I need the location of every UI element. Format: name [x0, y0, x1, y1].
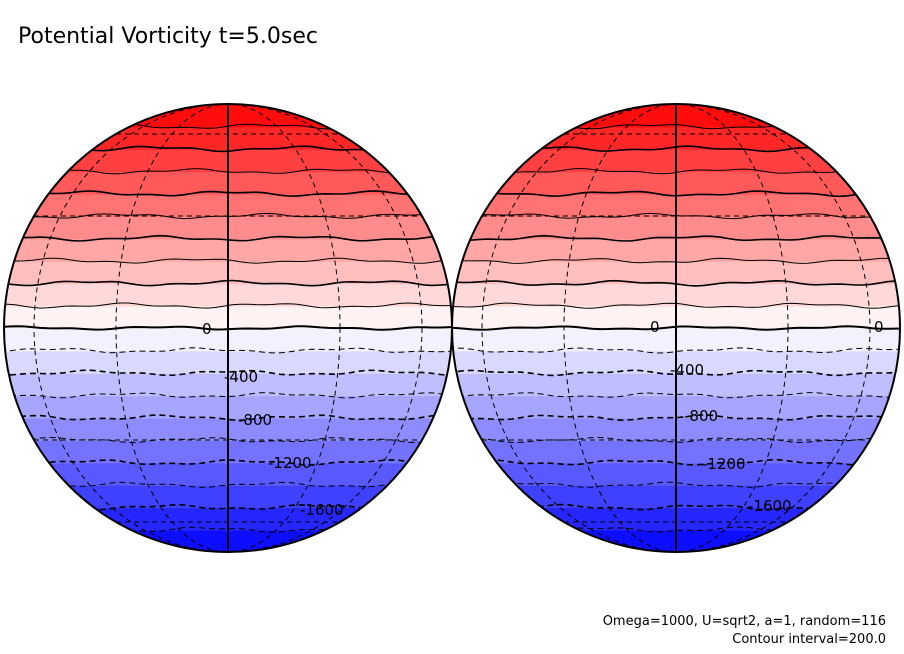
left-contour-line: [4, 392, 452, 399]
right-contour-line: [452, 414, 900, 422]
left-contour-labels: 0 -400 -800 -1200 -1600: [202, 320, 344, 519]
left-contour-line: [4, 459, 452, 466]
right-contour-line: [452, 458, 900, 466]
left-contour-line: [4, 481, 452, 488]
right-label-0-edge: 0: [874, 318, 884, 336]
right-contour-line: [452, 369, 900, 377]
parameters-note: Omega=1000, U=sqrt2, a=1, random=116: [602, 614, 886, 629]
right-globe-outline: [451, 103, 901, 553]
left-hemisphere: 0 -400 -800 -1200 -1600: [3, 103, 453, 553]
right-meridian: [563, 104, 789, 552]
right-contour-labels: 0 0 -400 -800 -1200 -1600: [650, 318, 884, 515]
plot-title: Potential Vorticity t=5.0sec: [18, 24, 318, 49]
left-label-1600: -1600: [300, 501, 344, 519]
left-meridian: [33, 104, 423, 552]
left-label-800: -800: [238, 411, 272, 429]
right-label-1200: -1200: [702, 455, 746, 473]
right-label-400: -400: [670, 361, 704, 379]
right-meridian: [481, 104, 871, 552]
right-label-0: 0: [650, 318, 660, 336]
right-contour-line: [452, 347, 900, 354]
left-label-400: -400: [224, 368, 258, 386]
right-label-800: -800: [684, 407, 718, 425]
left-contour-line: [4, 347, 452, 354]
left-contour-line: [4, 436, 452, 444]
right-contour-line: [452, 392, 900, 399]
left-color-bands: [4, 104, 452, 552]
left-contour-line: [4, 414, 452, 422]
left-label-0: 0: [202, 320, 212, 338]
right-label-1600: -1600: [748, 497, 792, 515]
left-meridian: [115, 104, 341, 552]
right-contour-line: [452, 481, 900, 488]
left-label-1200: -1200: [268, 454, 312, 472]
contour-interval-note: Contour interval=200.0: [732, 632, 886, 647]
left-contour-line: [4, 369, 452, 377]
right-hemisphere: 0 0 -400 -800 -1200 -1600: [451, 103, 901, 553]
